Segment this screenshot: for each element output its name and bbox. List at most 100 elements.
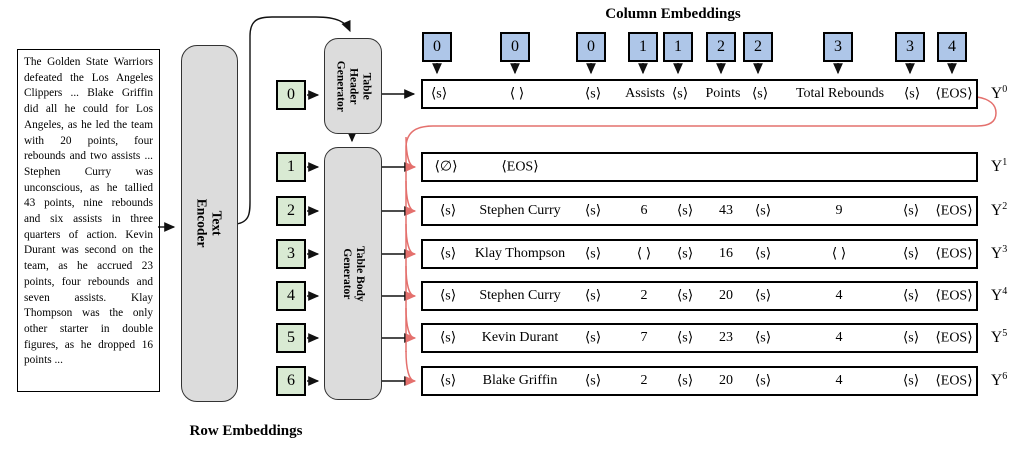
- token: ⟨s⟩: [430, 86, 448, 102]
- token: ⟨s⟩: [902, 288, 920, 304]
- token: ⟨s⟩: [903, 86, 921, 102]
- token: ⟨s⟩: [584, 203, 602, 219]
- token: ⟨s⟩: [671, 86, 689, 102]
- token: ⟨s⟩: [676, 330, 694, 346]
- token: Points: [705, 86, 741, 101]
- column-embedding-box: 4: [937, 32, 967, 62]
- token: ⟨s⟩: [584, 86, 602, 102]
- table-body-generator-box: Table Body Generator: [324, 147, 382, 400]
- output-row: ⟨s⟩ Stephen Curry ⟨s⟩ 2 ⟨s⟩ 20 ⟨s⟩ 4 ⟨s⟩ ⟨EOS⟩: [421, 281, 978, 311]
- feedback-branch-arrow: [405, 136, 417, 172]
- token: 16: [719, 246, 733, 261]
- output-row: ⟨s⟩ Blake Griffin ⟨s⟩ 2 ⟨s⟩ 20 ⟨s⟩ 4 ⟨s⟩ ⟨EOS⟩: [421, 366, 978, 396]
- token: ⟨s⟩: [902, 246, 920, 262]
- token: Klay Thompson: [474, 246, 566, 261]
- column-embedding-box: 1: [628, 32, 658, 62]
- token: ⟨s⟩: [584, 373, 602, 389]
- token: ⟨s⟩: [902, 203, 920, 219]
- output-row: ⟨s⟩ Stephen Curry ⟨s⟩ 6 ⟨s⟩ 43 ⟨s⟩ 9 ⟨s⟩ ⟨EOS⟩: [421, 196, 978, 226]
- feedback-branch-arrow: [405, 223, 417, 259]
- row-label: Y2: [991, 201, 1008, 220]
- token: 20: [719, 288, 733, 303]
- column-embedding-box: 3: [823, 32, 853, 62]
- feedback-branch-arrow: [405, 307, 417, 343]
- output-row: ⟨∅⟩ ⟨EOS⟩: [421, 152, 978, 182]
- table-header-generator-label: Table Header Generator: [334, 60, 373, 112]
- token: ⟨EOS⟩: [935, 86, 973, 102]
- token: Stephen Curry: [479, 203, 561, 218]
- column-embedding-box: 2: [743, 32, 773, 62]
- feedback-branch-arrow: [405, 265, 417, 301]
- token: ⟨EOS⟩: [935, 203, 973, 219]
- row-embedding-box: 6: [276, 366, 306, 396]
- token: ⟨s⟩: [751, 86, 769, 102]
- token: ⟨s⟩: [439, 288, 457, 304]
- token: ⟨EOS⟩: [935, 330, 973, 346]
- output-row: ⟨s⟩ Klay Thompson ⟨s⟩ ⟨ ⟩ ⟨s⟩ 16 ⟨s⟩ ⟨ ⟩ ⟨s⟩ ⟨EOS…: [421, 239, 978, 269]
- token: ⟨s⟩: [439, 203, 457, 219]
- token: 4: [835, 288, 843, 303]
- token: 20: [719, 373, 733, 388]
- token: 43: [719, 203, 733, 218]
- token: ⟨s⟩: [676, 203, 694, 219]
- token: ⟨s⟩: [754, 203, 772, 219]
- row-embedding-box: 4: [276, 281, 306, 311]
- column-embedding-box: 3: [895, 32, 925, 62]
- token: 2: [640, 373, 648, 388]
- row-embedding-box: 2: [276, 196, 306, 226]
- token: ⟨s⟩: [902, 373, 920, 389]
- token: ⟨ ⟩: [831, 246, 847, 262]
- token: ⟨ ⟩: [636, 246, 652, 262]
- token: ⟨s⟩: [439, 330, 457, 346]
- row-embedding-box: 0: [276, 80, 306, 110]
- token: 6: [640, 203, 648, 218]
- row-label: Y1: [991, 157, 1008, 176]
- token: 4: [835, 373, 843, 388]
- token: 9: [835, 203, 843, 218]
- row-embeddings-title: Row Embeddings: [189, 423, 303, 439]
- column-embedding-box: 2: [706, 32, 736, 62]
- column-embedding-box: 0: [422, 32, 452, 62]
- token: ⟨s⟩: [584, 246, 602, 262]
- token: ⟨s⟩: [676, 288, 694, 304]
- source-text-box: The Golden State Warriors defeated the L…: [17, 49, 160, 392]
- token: ⟨s⟩: [754, 246, 772, 262]
- token: 7: [640, 330, 648, 345]
- text-encoder-box: Text Encoder: [181, 45, 238, 402]
- column-embedding-box: 0: [500, 32, 530, 62]
- token: Blake Griffin: [482, 373, 558, 388]
- row-label: Y5: [991, 328, 1008, 347]
- token: ⟨s⟩: [584, 288, 602, 304]
- token: ⟨EOS⟩: [935, 373, 973, 389]
- token: 4: [835, 330, 843, 345]
- output-row: ⟨s⟩ Kevin Durant ⟨s⟩ 7 ⟨s⟩ 23 ⟨s⟩ 4 ⟨s⟩ ⟨EOS⟩: [421, 323, 978, 353]
- token: 23: [719, 330, 733, 345]
- row-label: Y6: [991, 371, 1008, 390]
- row-label: Y0: [991, 84, 1008, 103]
- row-embedding-box: 5: [276, 323, 306, 353]
- row-label: Y4: [991, 286, 1008, 305]
- token: ⟨s⟩: [439, 246, 457, 262]
- token: ⟨s⟩: [676, 246, 694, 262]
- column-embedding-box: 0: [576, 32, 606, 62]
- column-embeddings-title: Column Embeddings: [605, 6, 741, 22]
- token: ⟨EOS⟩: [935, 246, 973, 262]
- row-embedding-box: 1: [276, 152, 306, 182]
- table-body-generator-label: Table Body Generator: [341, 245, 366, 302]
- token: ⟨EOS⟩: [501, 159, 539, 175]
- text-encoder-label: Text Encoder: [194, 199, 225, 248]
- output-row: ⟨s⟩ ⟨ ⟩ ⟨s⟩ Assists ⟨s⟩ Points ⟨s⟩ Total Reboun…: [421, 79, 978, 109]
- token: ⟨s⟩: [584, 330, 602, 346]
- feedback-branch-arrow: [405, 350, 417, 386]
- token: ⟨s⟩: [754, 373, 772, 389]
- token: Kevin Durant: [481, 330, 559, 345]
- token: ⟨s⟩: [902, 330, 920, 346]
- row-embedding-box: 3: [276, 239, 306, 269]
- token: ⟨s⟩: [754, 288, 772, 304]
- token: Assists: [625, 86, 665, 101]
- column-embedding-box: 1: [663, 32, 693, 62]
- token: ⟨ ⟩: [509, 86, 525, 102]
- token: ⟨∅⟩: [434, 159, 458, 175]
- token: Total Rebounds: [795, 86, 885, 101]
